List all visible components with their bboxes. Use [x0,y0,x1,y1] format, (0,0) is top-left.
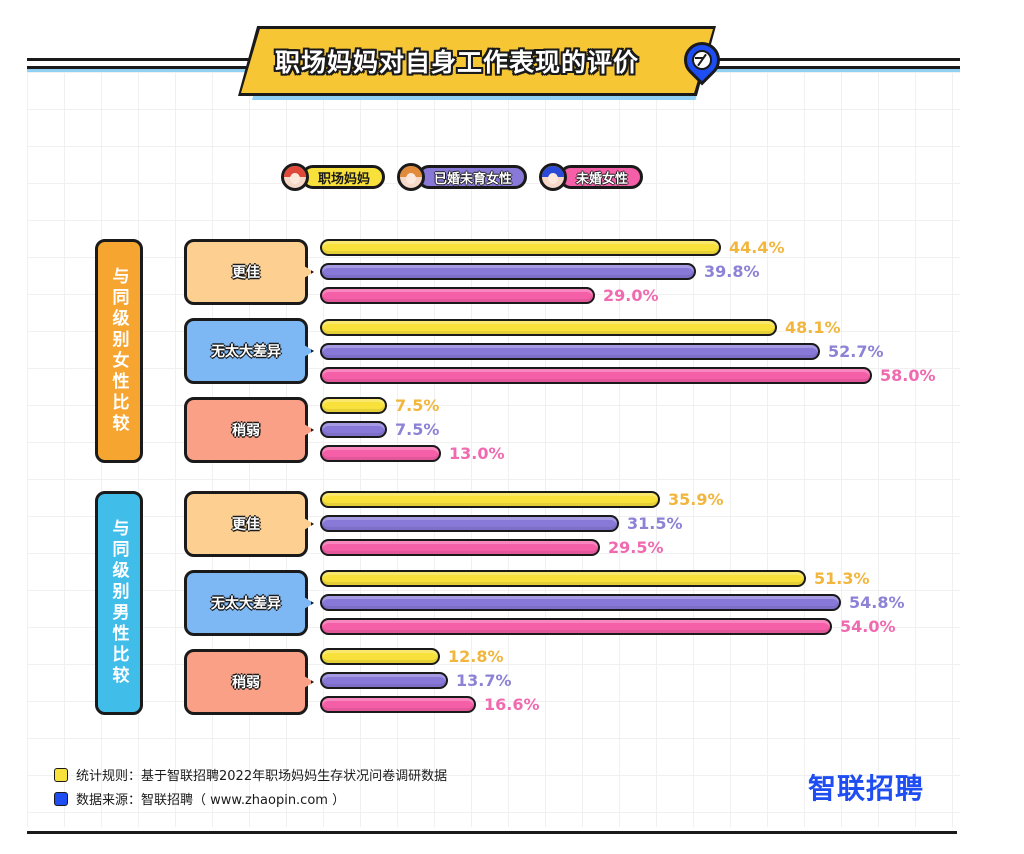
blue-square-icon [54,791,68,806]
bar-value-label: 44.4% [729,238,785,257]
legend-label: 职场妈妈 [301,165,386,189]
single-woman-avatar-icon [539,163,568,191]
note-rule: 统计规则：基于智联招聘2022年职场妈妈生存状况问卷调研数据 [54,765,447,784]
note-text: 数据来源：智联招聘（ www.zhaopin.com ） [76,793,346,808]
title-banner: 职场妈妈对自身工作表现的评价 [238,26,716,96]
legend: 职场妈妈 已婚未育女性 未婚女性 [281,163,644,191]
bar-value-label: 58.0% [880,366,936,385]
bar-value-label: 29.0% [603,286,659,305]
bar-value-label: 16.6% [484,695,540,714]
bar-working-mom [320,570,806,587]
category-weaker: 稍弱 [184,649,308,715]
bar-single-woman [320,445,441,462]
footer-rule [27,831,957,834]
group-label-male: 与同级别男性比较 [95,491,143,715]
bar-married-woman [320,672,448,689]
bar-value-label: 29.5% [608,538,664,557]
bar-married-woman [320,421,387,438]
bar-married-woman [320,515,619,532]
bar-married-woman [320,263,696,280]
legend-item-single-woman: 未婚女性 [539,163,644,191]
legend-label: 已婚未育女性 [417,165,528,189]
bar-value-label: 39.8% [704,262,760,281]
category-no-difference: 无太大差异 [184,318,308,384]
bar-value-label: 51.3% [814,569,870,588]
bar-single-woman [320,287,595,304]
note-text: 统计规则：基于智联招聘2022年职场妈妈生存状况问卷调研数据 [76,769,448,784]
brand-logo: 智联招聘 [808,772,925,805]
category-better: 更佳 [184,239,308,305]
bar-single-woman [320,367,872,384]
married-woman-avatar-icon [397,163,426,191]
category-weaker: 稍弱 [184,397,308,463]
bar-value-label: 13.7% [456,671,512,690]
group-label-female: 与同级别女性比较 [95,239,143,463]
bar-value-label: 7.5% [395,396,440,415]
bar-value-label: 31.5% [627,514,683,533]
legend-item-working-mom: 职场妈妈 [281,163,386,191]
category-better: 更佳 [184,491,308,557]
bar-value-label: 54.0% [840,617,896,636]
bar-value-label: 13.0% [449,444,505,463]
bar-value-label: 35.9% [668,490,724,509]
bar-value-label: 54.8% [849,593,905,612]
bar-value-label: 48.1% [785,318,841,337]
bar-working-mom [320,319,777,336]
category-no-difference: 无太大差异 [184,570,308,636]
bar-value-label: 7.5% [395,420,440,439]
chart-title: 职场妈妈对自身工作表现的评价 [274,48,639,77]
bar-value-label: 12.8% [448,647,504,666]
bar-single-woman [320,618,832,635]
bar-working-mom [320,397,387,414]
bar-married-woman [320,343,820,360]
pie-chart-icon [692,50,712,70]
background-grid [27,72,960,827]
bar-working-mom [320,491,660,508]
bar-single-woman [320,696,476,713]
yellow-square-icon [54,767,68,782]
legend-item-married-woman: 已婚未育女性 [397,163,528,191]
legend-label: 未婚女性 [559,165,644,189]
bar-working-mom [320,239,721,256]
note-source: 数据来源：智联招聘（ www.zhaopin.com ） [54,789,345,808]
bar-working-mom [320,648,440,665]
bar-married-woman [320,594,841,611]
bar-single-woman [320,539,600,556]
working-mom-avatar-icon [281,163,309,191]
bar-value-label: 52.7% [828,342,884,361]
